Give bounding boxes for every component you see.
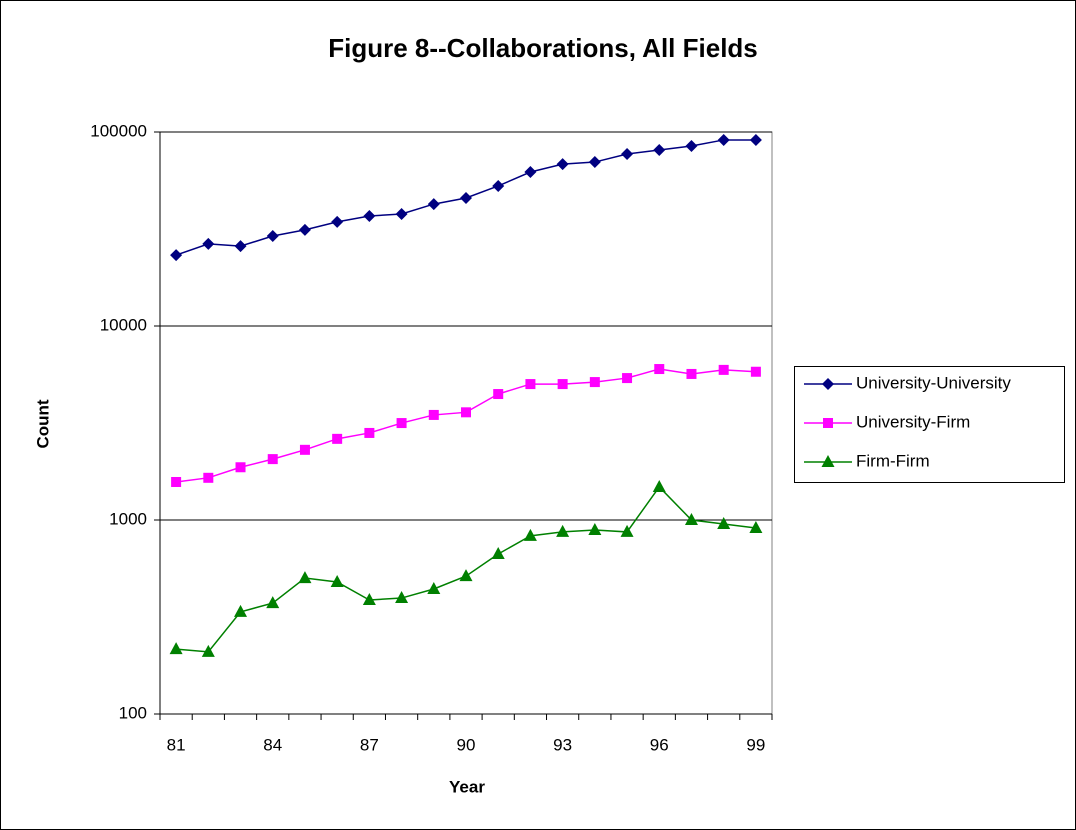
marker: [493, 389, 504, 400]
marker: [267, 454, 278, 465]
marker: [363, 209, 376, 222]
marker: [234, 240, 247, 253]
marker: [299, 444, 310, 455]
marker: [331, 215, 344, 228]
marker: [823, 418, 833, 428]
marker: [461, 407, 471, 418]
marker: [298, 571, 312, 584]
legend-label: University-Firm: [856, 412, 970, 431]
marker: [588, 156, 601, 169]
x-axis-label: Year: [449, 777, 485, 796]
marker: [332, 433, 343, 444]
marker: [557, 379, 568, 390]
marker: [589, 377, 600, 388]
marker: [427, 198, 440, 211]
marker: [330, 575, 344, 588]
x-tick-label: 93: [553, 735, 572, 754]
marker: [588, 523, 602, 536]
y-tick-label: 100: [119, 703, 147, 722]
marker: [201, 644, 215, 657]
marker: [684, 513, 698, 525]
marker: [266, 596, 280, 609]
legend: [794, 366, 1065, 483]
x-tick-label: 81: [167, 735, 186, 754]
marker: [718, 364, 729, 375]
marker: [203, 472, 214, 483]
marker: [235, 462, 246, 473]
y-tick-label: 1000: [109, 509, 147, 528]
marker: [362, 592, 376, 605]
marker: [364, 427, 375, 438]
marker: [686, 368, 697, 379]
legend-label: Firm-Firm: [856, 451, 930, 470]
marker: [654, 364, 665, 375]
legend-label: University-University: [856, 373, 1011, 392]
marker: [491, 546, 505, 559]
marker: [492, 179, 505, 192]
y-axis-label: Count: [33, 399, 52, 448]
marker: [169, 642, 183, 655]
chart-title: Figure 8--Collaborations, All Fields: [328, 33, 758, 63]
marker: [202, 237, 215, 250]
marker: [170, 249, 183, 262]
marker: [556, 158, 569, 171]
marker: [749, 133, 762, 146]
marker: [653, 143, 666, 156]
y-tick-label: 100000: [90, 121, 147, 140]
marker: [525, 379, 536, 390]
x-tick-label: 90: [457, 735, 476, 754]
marker: [621, 148, 634, 161]
y-tick-label: 10000: [100, 315, 147, 334]
marker: [171, 476, 182, 487]
marker: [821, 455, 835, 467]
x-tick-label: 87: [360, 735, 379, 754]
marker: [685, 139, 698, 152]
marker: [556, 524, 570, 537]
marker: [750, 366, 761, 377]
marker: [749, 520, 763, 533]
marker: [717, 517, 731, 530]
marker: [396, 418, 407, 429]
marker: [428, 409, 439, 420]
x-tick-label: 96: [650, 735, 669, 754]
marker: [427, 581, 441, 594]
marker: [652, 479, 666, 492]
marker: [822, 378, 834, 390]
marker: [717, 133, 730, 146]
marker: [524, 166, 537, 179]
marker: [523, 528, 537, 541]
marker: [622, 373, 633, 384]
marker: [459, 569, 473, 582]
marker: [460, 191, 472, 204]
marker: [620, 524, 634, 537]
x-tick-label: 84: [263, 735, 282, 754]
marker: [395, 591, 409, 604]
marker: [298, 223, 311, 236]
marker: [395, 207, 408, 220]
marker: [266, 230, 279, 243]
marker: [234, 604, 248, 617]
x-tick-label: 99: [746, 735, 765, 754]
